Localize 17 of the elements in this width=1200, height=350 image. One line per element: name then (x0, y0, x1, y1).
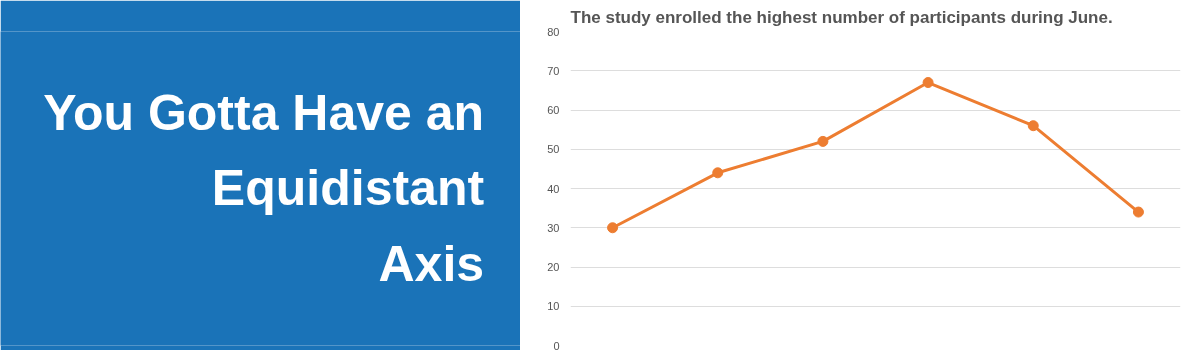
y-tick-label: 10 (547, 300, 560, 313)
point (607, 222, 619, 234)
point (712, 167, 724, 179)
y-tick-label: 30 (547, 221, 560, 234)
point (1132, 206, 1144, 218)
chart-subtitle: The study enrolled the highest number of participants during June. (570, 7, 1113, 27)
y-tick-label: 50 (547, 143, 560, 156)
y-tick-label: 60 (547, 104, 560, 116)
text: You Gotta Have an Equidistant Axis (43, 84, 485, 293)
point (1027, 120, 1039, 132)
y-tick-label: 40 (547, 182, 560, 195)
point (922, 77, 934, 89)
y-tick-label: 0 (553, 339, 560, 350)
point (817, 135, 829, 147)
y-tick-label: 20 (547, 261, 560, 273)
y-tick-label: 70 (547, 64, 560, 77)
y-tick-label: 80 (547, 25, 560, 38)
